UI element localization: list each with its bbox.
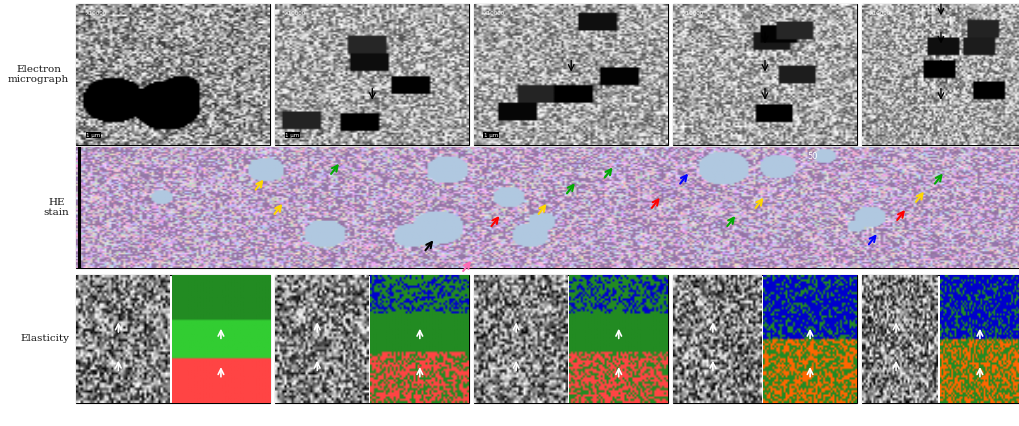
Text: UM: UM (753, 12, 775, 25)
Text: X10000: X10000 (869, 11, 891, 16)
Text: X10000: X10000 (484, 11, 504, 16)
Text: X10000: X10000 (86, 11, 107, 16)
Text: 1 μm: 1 μm (484, 133, 497, 138)
Text: 1 μm: 1 μm (285, 133, 299, 138)
Text: HE
stain: HE stain (44, 198, 69, 217)
Text: CTLA-4-Ig: CTLA-4-Ig (538, 12, 603, 25)
Text: Nonintervention: Nonintervention (889, 12, 991, 25)
Text: Electron
micrograph: Electron micrograph (8, 65, 69, 84)
Text: Control: Control (150, 12, 197, 25)
Text: 1 μm: 1 μm (86, 133, 100, 138)
Text: 50: 50 (806, 152, 817, 161)
Text: X10000: X10000 (682, 11, 703, 16)
Text: CTLA-4-Ig+UM: CTLA-4-Ig+UM (323, 12, 421, 25)
Text: Elasticity: Elasticity (20, 334, 69, 343)
Text: X10000: X10000 (285, 11, 306, 16)
